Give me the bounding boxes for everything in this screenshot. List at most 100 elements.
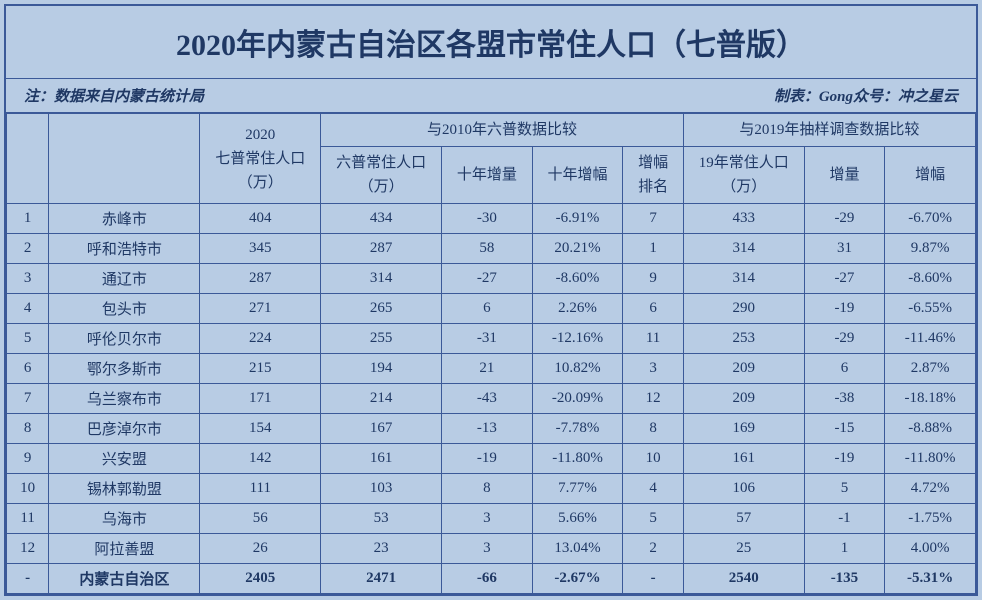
total-cell-rate19: -5.31% xyxy=(885,564,976,594)
cell-pop2020: 345 xyxy=(200,234,321,264)
cell-rankinc: 12 xyxy=(623,384,683,414)
cell-rankinc: 11 xyxy=(623,324,683,354)
header-inc19: 增量 xyxy=(804,147,885,204)
cell-rankinc: 6 xyxy=(623,294,683,324)
cell-pop2019: 57 xyxy=(683,504,804,534)
cell-pop2020: 111 xyxy=(200,474,321,504)
cell-pop2010: 53 xyxy=(321,504,442,534)
cell-name: 巴彦淖尔市 xyxy=(49,414,200,444)
table-row: 11乌海市565335.66%557-1-1.75% xyxy=(7,504,976,534)
cell-rate19: 4.72% xyxy=(885,474,976,504)
cell-rankinc: 7 xyxy=(623,204,683,234)
total-cell-pop2010: 2471 xyxy=(321,564,442,594)
cell-rate19: -6.70% xyxy=(885,204,976,234)
header-group-2019: 与2019年抽样调查数据比较 xyxy=(683,114,975,147)
cell-rankinc: 1 xyxy=(623,234,683,264)
cell-rate19: -1.75% xyxy=(885,504,976,534)
cell-rate19: -6.55% xyxy=(885,294,976,324)
cell-name: 兴安盟 xyxy=(49,444,200,474)
cell-pop2020: 404 xyxy=(200,204,321,234)
cell-rank: 6 xyxy=(7,354,49,384)
header-rate19: 增幅 xyxy=(885,147,976,204)
cell-rank: 2 xyxy=(7,234,49,264)
table-row: 3通辽市287314-27-8.60%9314-27-8.60% xyxy=(7,264,976,294)
cell-rate19: -11.80% xyxy=(885,444,976,474)
cell-pop2019: 253 xyxy=(683,324,804,354)
header-rank xyxy=(7,114,49,204)
cell-rate10: 5.66% xyxy=(532,504,623,534)
header-group-2010: 与2010年六普数据比较 xyxy=(321,114,684,147)
cell-inc19: -19 xyxy=(804,444,885,474)
table-row: 5呼伦贝尔市224255-31-12.16%11253-29-11.46% xyxy=(7,324,976,354)
cell-rate10: -6.91% xyxy=(532,204,623,234)
cell-pop2019: 209 xyxy=(683,384,804,414)
cell-rank: 5 xyxy=(7,324,49,354)
cell-rate10: -7.78% xyxy=(532,414,623,444)
table-row: 6鄂尔多斯市2151942110.82%320962.87% xyxy=(7,354,976,384)
cell-inc10: 58 xyxy=(442,234,533,264)
header-name xyxy=(49,114,200,204)
cell-inc19: -29 xyxy=(804,324,885,354)
cell-rate10: -8.60% xyxy=(532,264,623,294)
cell-pop2019: 314 xyxy=(683,264,804,294)
cell-pop2019: 433 xyxy=(683,204,804,234)
cell-inc19: 5 xyxy=(804,474,885,504)
cell-pop2010: 287 xyxy=(321,234,442,264)
cell-pop2019: 314 xyxy=(683,234,804,264)
cell-rate19: -8.60% xyxy=(885,264,976,294)
cell-inc10: -19 xyxy=(442,444,533,474)
cell-rank: 10 xyxy=(7,474,49,504)
cell-name: 赤峰市 xyxy=(49,204,200,234)
cell-pop2010: 265 xyxy=(321,294,442,324)
cell-rate10: -20.09% xyxy=(532,384,623,414)
header-pop2019: 19年常住人口（万） xyxy=(683,147,804,204)
header-rankinc: 增幅排名 xyxy=(623,147,683,204)
cell-rate10: 20.21% xyxy=(532,234,623,264)
cell-name: 通辽市 xyxy=(49,264,200,294)
cell-inc19: -15 xyxy=(804,414,885,444)
cell-pop2019: 290 xyxy=(683,294,804,324)
cell-pop2019: 169 xyxy=(683,414,804,444)
cell-inc10: -43 xyxy=(442,384,533,414)
cell-rank: 3 xyxy=(7,264,49,294)
cell-rankinc: 4 xyxy=(623,474,683,504)
cell-name: 乌海市 xyxy=(49,504,200,534)
header-rate10: 十年增幅 xyxy=(532,147,623,204)
cell-pop2019: 161 xyxy=(683,444,804,474)
cell-rank: 7 xyxy=(7,384,49,414)
cell-pop2010: 161 xyxy=(321,444,442,474)
total-cell-rank: - xyxy=(7,564,49,594)
cell-rate10: 10.82% xyxy=(532,354,623,384)
cell-pop2020: 271 xyxy=(200,294,321,324)
table-header: 2020七普常住人口（万） 与2010年六普数据比较 与2019年抽样调查数据比… xyxy=(7,114,976,204)
cell-name: 呼伦贝尔市 xyxy=(49,324,200,354)
cell-rank: 1 xyxy=(7,204,49,234)
cell-rate19: 9.87% xyxy=(885,234,976,264)
table-row: 1赤峰市404434-30-6.91%7433-29-6.70% xyxy=(7,204,976,234)
note-row: 注：数据来自内蒙古统计局 制表：Gong众号：冲之星云 xyxy=(6,79,976,113)
cell-pop2019: 209 xyxy=(683,354,804,384)
cell-rate19: -11.46% xyxy=(885,324,976,354)
cell-pop2010: 194 xyxy=(321,354,442,384)
cell-rankinc: 5 xyxy=(623,504,683,534)
cell-inc10: -27 xyxy=(442,264,533,294)
table-row: 9兴安盟142161-19-11.80%10161-19-11.80% xyxy=(7,444,976,474)
cell-rankinc: 9 xyxy=(623,264,683,294)
cell-pop2020: 154 xyxy=(200,414,321,444)
cell-inc19: -38 xyxy=(804,384,885,414)
cell-rate19: -18.18% xyxy=(885,384,976,414)
cell-rate10: -12.16% xyxy=(532,324,623,354)
table-total-row: -内蒙古自治区24052471-66-2.67%-2540-135-5.31% xyxy=(7,564,976,594)
cell-inc19: -27 xyxy=(804,264,885,294)
cell-pop2010: 434 xyxy=(321,204,442,234)
cell-rank: 11 xyxy=(7,504,49,534)
cell-pop2010: 214 xyxy=(321,384,442,414)
table-row: 2呼和浩特市3452875820.21%1314319.87% xyxy=(7,234,976,264)
table-row: 7乌兰察布市171214-43-20.09%12209-38-18.18% xyxy=(7,384,976,414)
cell-rate10: 7.77% xyxy=(532,474,623,504)
cell-inc19: 31 xyxy=(804,234,885,264)
cell-pop2020: 142 xyxy=(200,444,321,474)
cell-pop2020: 287 xyxy=(200,264,321,294)
cell-name: 锡林郭勒盟 xyxy=(49,474,200,504)
population-table: 2020七普常住人口（万） 与2010年六普数据比较 与2019年抽样调查数据比… xyxy=(6,113,976,594)
